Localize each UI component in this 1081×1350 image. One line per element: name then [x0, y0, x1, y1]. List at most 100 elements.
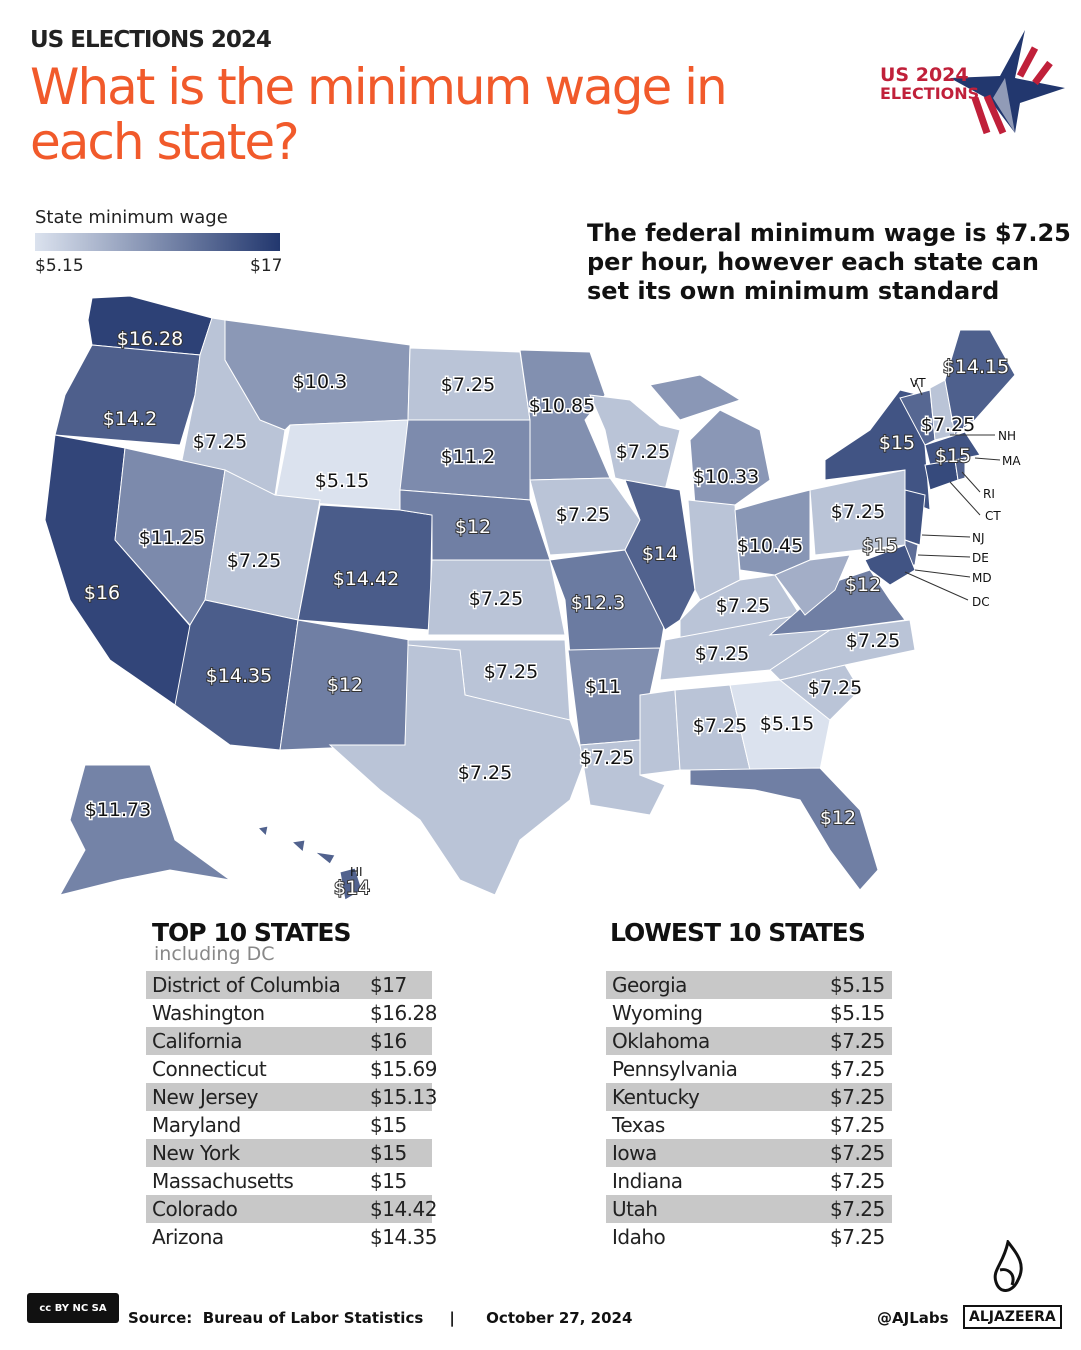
- state-label: $11: [585, 676, 621, 698]
- state-label: $7.25: [831, 501, 885, 523]
- state-label: $5.15: [760, 713, 814, 735]
- state-hi[interactable]: [256, 825, 269, 838]
- wage-value: $7.25: [830, 1057, 885, 1081]
- state-label: $12: [327, 674, 363, 696]
- wage-value: $7.25: [830, 1169, 885, 1193]
- state-label: $12: [820, 807, 856, 829]
- table-row: Texas $7.25: [606, 1111, 892, 1139]
- table-row: Georgia $5.15: [606, 971, 892, 999]
- callout-label: DC: [972, 595, 990, 609]
- wage-value: $16: [370, 1029, 407, 1053]
- state-label: $14: [642, 543, 678, 565]
- callout-label: HI: [350, 865, 363, 879]
- state-label: $14: [334, 877, 370, 899]
- table-row: Oklahoma $7.25: [606, 1027, 892, 1055]
- callout-label: NH: [998, 429, 1016, 443]
- state-name: Georgia: [612, 973, 687, 997]
- state-label: $7.25: [441, 374, 495, 396]
- state-name: New Jersey: [152, 1085, 258, 1109]
- callout-label: DE: [972, 551, 989, 565]
- state-label: $15: [935, 445, 971, 467]
- wage-value: $14.35: [370, 1225, 437, 1249]
- source-line: Source: Bureau of Labor Statistics | Oct…: [128, 1309, 633, 1327]
- state-wy[interactable]: [274, 419, 409, 511]
- top10-title: TOP 10 STATES: [152, 918, 351, 947]
- table-row: New York $15: [146, 1139, 432, 1167]
- top10-table: District of Columbia $17 Washington $16.28 C…: [146, 971, 437, 1251]
- state-tx[interactable]: [328, 644, 586, 896]
- state-ak[interactable]: [59, 764, 231, 896]
- creative-commons-badge: cc BY NC SA: [27, 1293, 119, 1323]
- state-ms[interactable]: [639, 689, 681, 776]
- state-ri[interactable]: [954, 457, 966, 481]
- state-label: $7.25: [469, 588, 523, 610]
- table-row: Kentucky $7.25: [606, 1083, 892, 1111]
- state-label: $7.25: [556, 504, 610, 526]
- state-label: $14.42: [333, 568, 399, 590]
- state-label: $11.25: [139, 527, 205, 549]
- table-row: Indiana $7.25: [606, 1167, 892, 1195]
- state-ks[interactable]: [427, 559, 566, 636]
- state-name: Idaho: [612, 1225, 666, 1249]
- state-name: Utah: [612, 1197, 658, 1221]
- state-oh[interactable]: [734, 489, 811, 576]
- state-label: $12: [455, 516, 491, 538]
- state-label: $12.3: [571, 592, 625, 614]
- table-row: Idaho $7.25: [606, 1223, 892, 1251]
- state-fl[interactable]: [689, 767, 879, 891]
- top10-subtitle: including DC: [154, 943, 275, 965]
- state-name: Connecticut: [152, 1057, 267, 1081]
- state-hi[interactable]: [339, 867, 363, 901]
- state-label: $7.25: [716, 595, 770, 617]
- wage-value: $5.15: [830, 1001, 885, 1025]
- state-ma[interactable]: [924, 431, 981, 466]
- state-name: Arizona: [152, 1225, 224, 1249]
- callout-label: MA: [1002, 454, 1021, 468]
- table-row: Arizona $14.35: [146, 1223, 437, 1251]
- state-label: $7.25: [808, 677, 862, 699]
- callout-line: [921, 534, 971, 538]
- twitter-handle: @AJLabs: [877, 1309, 949, 1327]
- state-label: $7.25: [695, 643, 749, 665]
- state-label: $10.3: [293, 371, 347, 393]
- wage-value: $7.25: [830, 1225, 885, 1249]
- state-label: $12: [845, 574, 881, 596]
- state-label: $15: [862, 535, 898, 557]
- table-row: California $16: [146, 1027, 432, 1055]
- state-wv[interactable]: [774, 554, 851, 616]
- lowest10-section: LOWEST 10 STATES: [610, 918, 866, 947]
- callout-label: RI: [983, 487, 995, 501]
- lowest10-table: Georgia $5.15 Wyoming $5.15 Oklahoma $7.25 Pen…: [606, 971, 892, 1251]
- table-row: Colorado $14.42: [146, 1195, 437, 1223]
- legend-color-bar: [35, 233, 280, 251]
- state-mi[interactable]: [649, 374, 742, 421]
- table-row: Washington $16.28: [146, 999, 437, 1027]
- wage-value: $7.25: [830, 1113, 885, 1137]
- state-md[interactable]: [864, 544, 916, 586]
- state-label: $7.25: [193, 431, 247, 453]
- state-nj[interactable]: [904, 489, 926, 546]
- wage-value: $14.42: [370, 1197, 437, 1221]
- state-wi[interactable]: [589, 394, 681, 491]
- table-row: Pennsylvania $7.25: [606, 1055, 892, 1083]
- us-elections-logo: US 2024 ELECTIONS: [880, 30, 1065, 135]
- callout-label: MD: [972, 571, 992, 585]
- state-ga[interactable]: [729, 679, 831, 771]
- wage-value: $5.15: [830, 973, 885, 997]
- state-il[interactable]: [624, 479, 696, 631]
- wage-value: $16.28: [370, 1001, 437, 1025]
- logo-text: ELECTIONS: [880, 84, 979, 103]
- state-hi[interactable]: [313, 851, 336, 865]
- state-mi[interactable]: [689, 409, 771, 506]
- callout-label: VT: [910, 376, 926, 390]
- legend-max: $17: [250, 256, 283, 276]
- state-label: $7.25: [484, 661, 538, 683]
- state-or[interactable]: [54, 344, 201, 446]
- state-label: $14.35: [206, 665, 272, 687]
- state-name: Massachusetts: [152, 1169, 294, 1193]
- state-hi[interactable]: [290, 839, 306, 853]
- state-name: Washington: [152, 1001, 265, 1025]
- legend-min: $5.15: [35, 256, 84, 276]
- callout-line: [961, 471, 981, 493]
- state-mn[interactable]: [519, 349, 611, 481]
